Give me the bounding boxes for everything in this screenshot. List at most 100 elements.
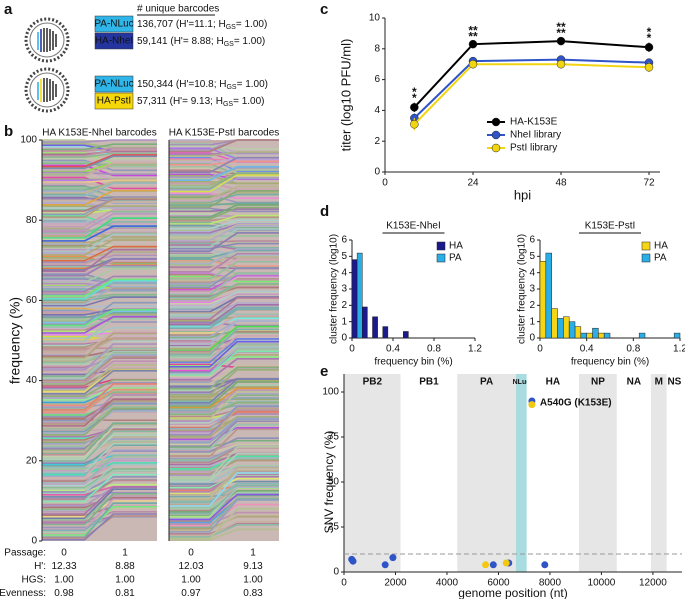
header: # unique barcodes — [137, 4, 219, 15]
barcode-line — [42, 268, 157, 284]
barcode-line — [169, 358, 279, 381]
y-tick-label: 5 — [341, 251, 347, 262]
table-row-label: HGS: — [22, 575, 46, 586]
barcode-line — [169, 172, 279, 190]
series-line — [413, 63, 650, 125]
gene-box — [94, 92, 134, 110]
barcode-line — [42, 343, 157, 372]
barcode-line — [42, 232, 157, 248]
legend-label: NheI library — [510, 130, 561, 141]
table-cell: 0.81 — [115, 588, 135, 599]
barcode-line — [42, 387, 157, 401]
legend-label: HA — [449, 241, 463, 252]
barcode-line — [169, 452, 279, 482]
barcode-line — [169, 520, 279, 537]
barcode-line — [169, 493, 279, 521]
barcode-line — [169, 482, 279, 504]
gene-region — [515, 374, 527, 572]
barcode-line — [42, 285, 157, 305]
barcode-line — [42, 245, 157, 262]
barcode-line — [169, 387, 279, 409]
gene-region — [666, 374, 682, 572]
y-axis-label: cluster frequency (log10) — [329, 234, 340, 344]
barcode-line — [169, 202, 279, 206]
barcode-line — [169, 169, 279, 180]
barcode-line — [169, 188, 279, 202]
barcode-line — [42, 311, 157, 319]
table-cell: 0.98 — [54, 588, 74, 599]
barcode-line — [42, 180, 157, 195]
y-axis-label: titer (log10 PFU/ml) — [338, 39, 353, 152]
bar — [382, 326, 389, 339]
barcode-line — [42, 459, 157, 472]
barcode-count: 57,311 (H'= 9.13; HGS= 1.00) — [137, 96, 265, 108]
barcode-line — [42, 354, 157, 370]
point — [556, 36, 566, 46]
barcode-line — [169, 494, 279, 517]
bar — [545, 252, 552, 339]
barcode-line — [42, 430, 157, 462]
barcode-line — [42, 394, 157, 424]
barcode-line — [169, 338, 279, 364]
barcode-line — [169, 366, 279, 390]
barcode-line — [169, 417, 279, 443]
barcode-line — [169, 274, 279, 285]
x-tick-label: 0 — [382, 178, 388, 189]
table-cell: 0.97 — [181, 588, 201, 599]
barcode-line — [169, 369, 279, 396]
barcode-line — [42, 176, 157, 190]
point — [410, 120, 419, 129]
bar — [673, 332, 681, 339]
y-tick-label: 1 — [341, 316, 347, 327]
barcode-line — [169, 258, 279, 270]
table-cell: 1 — [122, 548, 128, 559]
barcode-line — [169, 378, 279, 404]
barcode-line — [42, 315, 157, 323]
barcode-line — [42, 332, 157, 359]
barcode-line — [42, 444, 157, 467]
barcode-line — [42, 360, 157, 384]
gene-label: PA-NLuc — [94, 19, 133, 30]
barcode-line — [169, 508, 279, 540]
y-tick-label: 50 — [328, 477, 340, 488]
barcode-line — [42, 479, 157, 501]
barcode-line — [169, 497, 279, 529]
legend-label: PA — [654, 253, 667, 264]
barcode-line — [42, 317, 157, 342]
count-text: 59,141 (H'= 8.88; H — [137, 36, 224, 47]
point — [468, 39, 478, 49]
barcode-line — [169, 185, 279, 200]
gene-region — [616, 374, 651, 572]
gene-label: M — [655, 377, 663, 388]
barcode-line — [169, 224, 279, 242]
table-row-label: Passage: — [4, 548, 46, 559]
y-tick-label: 4 — [529, 267, 535, 278]
barcode-line — [42, 248, 157, 272]
x-tick-label: 72 — [643, 178, 655, 189]
chart-title: K153E-PstI — [585, 221, 636, 232]
gene-region — [457, 374, 516, 572]
significance: ** — [556, 26, 566, 40]
barcode-line — [42, 407, 157, 436]
table-cell: 1.00 — [54, 575, 74, 586]
gene-box — [94, 75, 134, 93]
legend-swatch — [436, 253, 446, 263]
legend-label: HA-K153E — [510, 117, 558, 128]
barcode-line — [42, 379, 157, 397]
barcode-line — [169, 379, 279, 398]
bar — [580, 332, 587, 339]
barcode-line — [169, 228, 279, 248]
barcode-line — [42, 155, 157, 170]
barcode-line — [42, 227, 157, 233]
barcode-line — [169, 174, 279, 193]
barcode-line — [169, 524, 279, 538]
x-axis-label: genome position (nt) — [458, 586, 567, 599]
barcode-line — [42, 422, 157, 455]
bar — [362, 306, 368, 339]
gene-region — [400, 374, 458, 572]
axis-line — [384, 18, 660, 173]
y-tick-label: 0 — [333, 567, 339, 578]
barcode-line — [169, 345, 279, 359]
barcode-line — [42, 406, 157, 430]
